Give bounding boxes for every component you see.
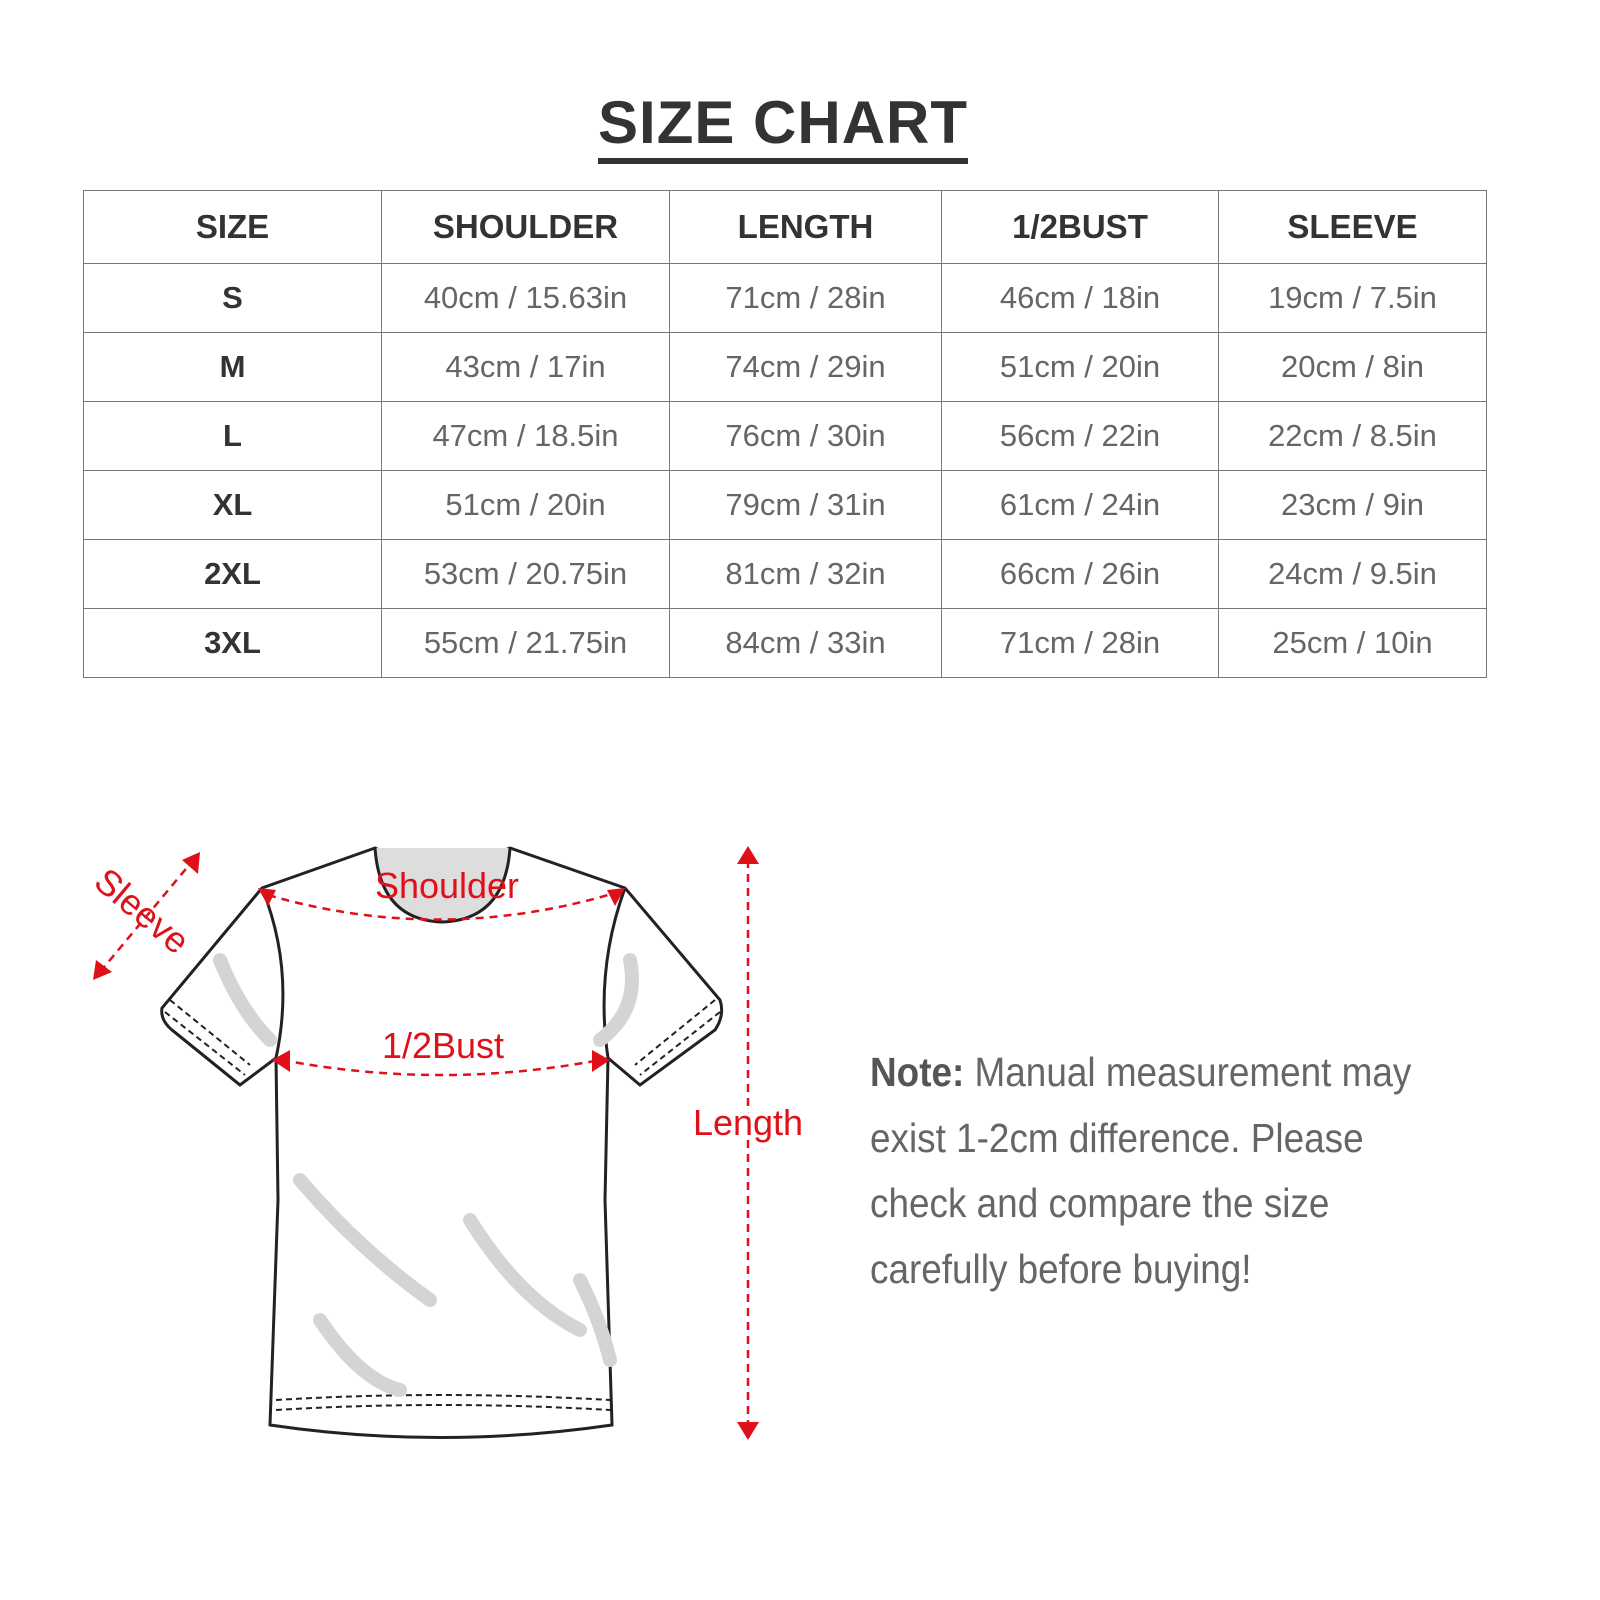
measurement-cell: 61cm / 24in xyxy=(941,470,1219,540)
arrow-icon xyxy=(258,888,276,906)
measurement-cell: 24cm / 9.5in xyxy=(1218,539,1487,609)
table-row: M 43cm / 17in 74cm / 29in 51cm / 20in 20cm /… xyxy=(83,332,1487,402)
measurement-cell: 51cm / 20in xyxy=(941,332,1219,402)
measurement-cell: 25cm / 10in xyxy=(1218,608,1487,678)
note-text: Note: Manual measurement may exist 1-2cm… xyxy=(870,1049,1412,1292)
header-row: SIZE SHOULDER LENGTH 1/2BUST SLEEVE xyxy=(83,190,1487,264)
tshirt-diagram: Sleeve Shoulder 1/2Bust Length xyxy=(0,820,860,1500)
size-cell: 2XL xyxy=(83,539,382,609)
arrow-icon xyxy=(737,1422,759,1440)
arrow-icon xyxy=(592,1050,610,1072)
measurement-cell: 71cm / 28in xyxy=(941,608,1219,678)
measurement-cell: 79cm / 31in xyxy=(669,470,942,540)
size-table: SIZE SHOULDER LENGTH 1/2BUST SLEEVE S 40cm / … xyxy=(83,190,1487,678)
arrow-icon xyxy=(182,852,200,874)
size-cell: L xyxy=(83,401,382,471)
page-title: SIZE CHART xyxy=(0,88,1566,164)
arrow-icon xyxy=(272,1050,290,1072)
length-label: Length xyxy=(693,1102,803,1143)
table-row: L 47cm / 18.5in 76cm / 30in 56cm / 22in 22cm… xyxy=(83,401,1487,471)
measurement-cell: 46cm / 18in xyxy=(941,263,1219,333)
measurement-cell: 56cm / 22in xyxy=(941,401,1219,471)
shoulder-label: Shoulder xyxy=(375,865,519,906)
arrow-icon xyxy=(737,846,759,864)
table-row: 3XL 55cm / 21.75in 84cm / 33in 71cm / 28in 2… xyxy=(83,608,1487,678)
measurement-cell: 51cm / 20in xyxy=(381,470,670,540)
arrow-icon xyxy=(93,960,112,980)
measurement-cell: 71cm / 28in xyxy=(669,263,942,333)
measurement-cell: 43cm / 17in xyxy=(381,332,670,402)
arrow-icon xyxy=(607,888,625,906)
measurement-cell: 22cm / 8.5in xyxy=(1218,401,1487,471)
tshirt-illustration xyxy=(160,846,724,1439)
table-row: 2XL 53cm / 20.75in 81cm / 32in 66cm / 26in 2… xyxy=(83,539,1487,609)
size-cell: XL xyxy=(83,470,382,540)
size-cell: S xyxy=(83,263,382,333)
column-header: SIZE xyxy=(83,190,382,264)
measurement-cell: 76cm / 30in xyxy=(669,401,942,471)
tshirt-shading xyxy=(213,953,639,1397)
measurement-cell: 55cm / 21.75in xyxy=(381,608,670,678)
measurement-cell: 66cm / 26in xyxy=(941,539,1219,609)
bust-label: 1/2Bust xyxy=(382,1025,504,1066)
measurement-cell: 81cm / 32in xyxy=(669,539,942,609)
size-cell: M xyxy=(83,332,382,402)
measurement-cell: 74cm / 29in xyxy=(669,332,942,402)
column-header: 1/2BUST xyxy=(941,190,1219,264)
note-label: Note: xyxy=(870,1049,965,1095)
measurement-cell: 40cm / 15.63in xyxy=(381,263,670,333)
measurement-lines xyxy=(99,857,750,1425)
column-header: SHOULDER xyxy=(381,190,670,264)
measurement-cell: 19cm / 7.5in xyxy=(1218,263,1487,333)
measurement-cell: 84cm / 33in xyxy=(669,608,942,678)
column-header: LENGTH xyxy=(669,190,942,264)
column-header: SLEEVE xyxy=(1218,190,1487,264)
measurement-cell: 47cm / 18.5in xyxy=(381,401,670,471)
size-cell: 3XL xyxy=(83,608,382,678)
table-row: XL 51cm / 20in 79cm / 31in 61cm / 24in 23cm … xyxy=(83,470,1487,540)
measurement-cell: 20cm / 8in xyxy=(1218,332,1487,402)
arrowheads xyxy=(93,846,759,1440)
measurement-cell: 53cm / 20.75in xyxy=(381,539,670,609)
table-row: S 40cm / 15.63in 71cm / 28in 46cm / 18in 19c… xyxy=(83,263,1487,333)
measurement-cell: 23cm / 9in xyxy=(1218,470,1487,540)
